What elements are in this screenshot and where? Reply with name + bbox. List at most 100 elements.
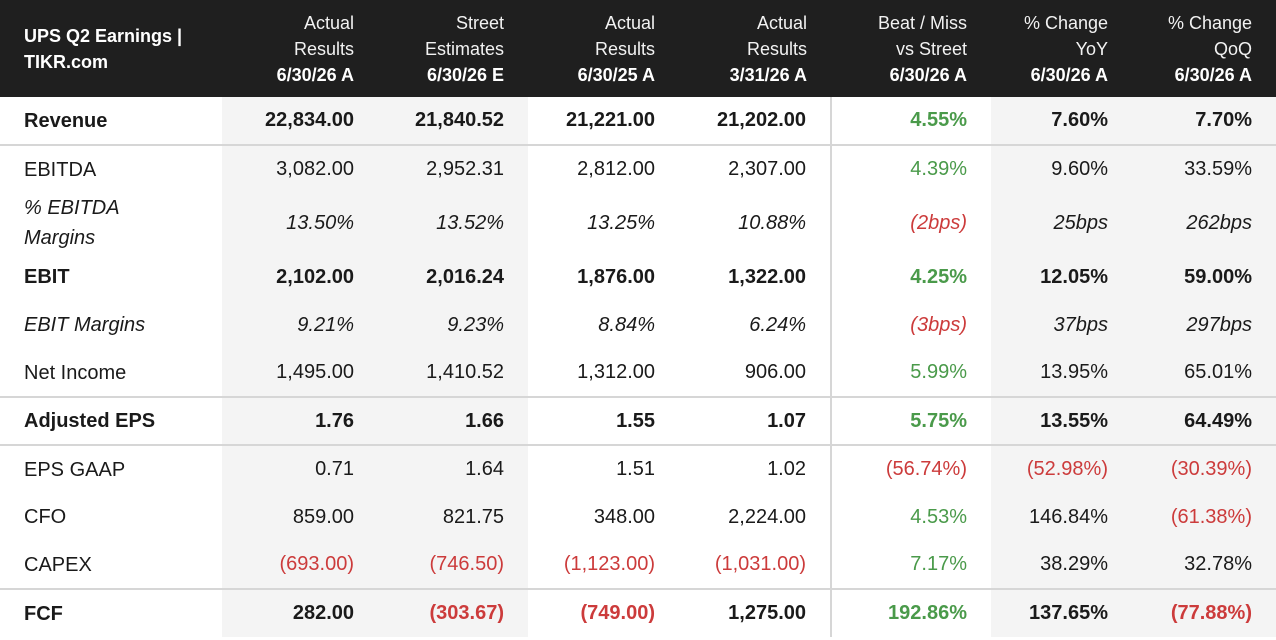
table-cell: 13.55% [991,397,1132,446]
table-cell: (30.39%) [1132,445,1276,493]
table-cell: 13.50% [222,193,378,253]
column-header-date: 6/30/26 A [1174,64,1252,85]
row-label: FCF [24,602,63,625]
column-header-date: 6/30/26 A [1030,64,1108,85]
table-cell: 1,876.00 [577,265,655,288]
table-cell: 2,102.00 [222,253,378,301]
row-label: EBIT [24,266,70,288]
table-cell: 21,840.52 [378,97,528,146]
table-cell: 21,202.00 [679,97,831,146]
table-cell: 1,322.00 [728,265,806,288]
table-cell: 2,952.31 [378,145,528,193]
column-header-change-yoy: % Change YoY 6/30/26 A [991,0,1132,97]
table-cell: 38.29% [991,541,1132,590]
table-row: EBITDA 3,082.00 2,952.31 2,812.00 2,307.00 4.… [0,145,1276,193]
column-header-date: 6/30/26 A [276,64,354,85]
table-cell: 7.17% [830,541,991,590]
table-cell: (749.00) [580,602,656,624]
table-cell: 2,016.24 [378,253,528,301]
table-cell: 297bps [1132,301,1276,349]
table-cell: 9.21% [222,301,378,349]
table-row: % EBITDA Margins 13.50% 13.52% 13.25% 10.88%… [0,193,1276,253]
table-cell: 2,307.00 [728,158,806,180]
column-header-date: 6/30/25 A [577,64,655,85]
column-header-actual-q2-26: Actual Results 6/30/26 A [222,0,378,97]
table-cell: (77.88%) [1132,589,1276,637]
column-header-line: YoY [1075,38,1108,59]
column-header-line: vs Street [895,38,967,59]
table-cell: 2,224.00 [728,505,806,528]
table-cell: 1,495.00 [222,349,378,398]
table-cell: 21,221.00 [528,97,679,146]
row-label: CFO [24,506,67,528]
table-cell: (56.74%) [830,445,991,493]
column-header-line: Results [293,38,354,59]
table-cell: 7.70% [1132,97,1276,146]
table-cell: (52.98%) [991,445,1132,493]
table-cell: 13.95% [991,349,1132,398]
column-header-line: Beat / Miss [877,12,967,33]
table-cell: 1.55 [528,397,679,446]
table-cell: 12.05% [991,253,1132,301]
table-cell: 4.55% [830,97,991,146]
table-row: Adjusted EPS 1.76 1.66 1.55 1.07 5.75% 13.55% 6… [0,397,1276,446]
table-row: CAPEX (693.00) (746.50) (1,123.00) (1,031.00… [0,541,1276,590]
table-cell: (303.67) [378,589,528,637]
table-cell: 65.01% [1132,349,1276,398]
row-label: CAPEX [0,541,222,590]
column-header-line: Estimates [424,38,504,59]
table-cell: 821.75 [378,493,528,541]
table-cell: (693.00) [222,541,378,590]
table-cell: (3bps) [830,301,991,349]
table-row: CFO 859.00 821.75 348.00 2,224.00 4.53% 146.84… [0,493,1276,541]
table-cell: 906.00 [679,349,831,398]
row-label: EPS GAAP [24,458,126,481]
table-cell: 33.59% [1132,145,1276,193]
table-cell: 1,410.52 [378,349,528,398]
table-cell: 64.49% [1132,397,1276,446]
table-cell: 282.00 [222,589,378,637]
table-cell: 1.66 [378,397,528,446]
table-row: EPS GAAP 0.71 1.64 1.51 1.02 (56.74%) (52.98%)… [0,445,1276,493]
table-cell: 859.00 [222,493,378,541]
header-row: UPS Q2 Earnings | TIKR.com Actual Results… [0,0,1276,97]
column-header-date: 6/30/26 E [426,64,504,85]
column-header-line: Street [455,12,504,33]
table-header: UPS Q2 Earnings | TIKR.com Actual Results… [0,0,1276,97]
table-cell: 8.84% [598,313,655,336]
table-cell: 5.75% [830,397,991,446]
table-cell: 32.78% [1132,541,1276,590]
table-cell: 137.65% [991,589,1132,637]
table-row: EBIT 2,102.00 2,016.24 1,876.00 1,322.00 4.25… [0,253,1276,301]
column-header-change-qoq: % Change QoQ 6/30/26 A [1132,0,1276,97]
column-header-actual-q2-25: Actual Results 6/30/25 A [528,0,679,97]
table-cell: 348.00 [593,505,655,528]
table-cell: 1.51 [616,458,655,480]
table-cell: 4.53% [830,493,991,541]
row-label: EBITDA [24,158,97,181]
table-cell: 0.71 [222,445,378,493]
column-header-street-estimates: Street Estimates 6/30/26 E [378,0,528,97]
column-header-line: Actual [756,12,807,33]
table-cell: 13.52% [378,193,528,253]
table-row: FCF 282.00 (303.67) (749.00) 1,275.00 192.86%… [0,589,1276,637]
table-cell: 1.64 [378,445,528,493]
table-body: Revenue 22,834.00 21,840.52 21,221.00 21,202… [0,97,1276,637]
table-cell: 13.25% [587,211,655,234]
table-cell: 5.99% [830,349,991,398]
column-header-date: 6/30/26 A [889,64,967,85]
column-header-beat-miss: Beat / Miss vs Street 6/30/26 A [831,0,991,97]
table-cell: (1,123.00) [528,541,679,590]
table-row: Revenue 22,834.00 21,840.52 21,221.00 21,202… [0,97,1276,146]
table-cell: (2bps) [830,193,991,253]
table-cell: 1.76 [222,397,378,446]
table-row: EBIT Margins 9.21% 9.23% 8.84% 6.24% (3bps) 37… [0,301,1276,349]
table-cell: 4.25% [830,253,991,301]
table-cell: 6.24% [749,313,806,336]
column-header-line: Actual [604,12,655,33]
table-cell: 1.07 [679,397,831,446]
column-header-line: Results [746,38,807,59]
column-header-line: Actual [303,12,354,33]
table-cell: 9.60% [991,145,1132,193]
